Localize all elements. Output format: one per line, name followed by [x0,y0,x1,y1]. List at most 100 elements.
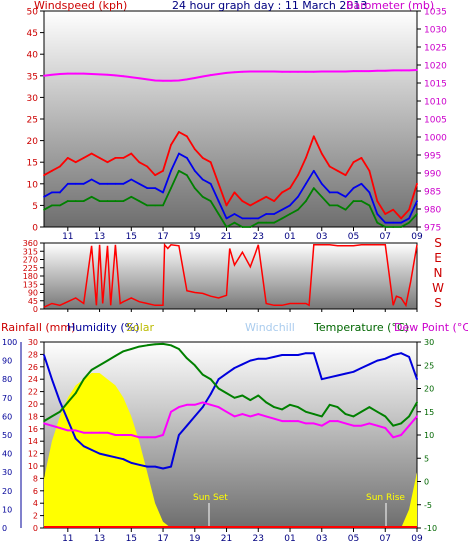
temp-point-temperature [66,401,69,404]
temp-x-tick-label: 05 [348,534,359,544]
wind-point-lull [320,195,323,198]
wind-point-gust [408,208,410,211]
rainfall-axis-title: Rainfall (mm) [1,321,75,334]
wind-point-average [82,182,85,185]
wind-point-gust [312,135,315,138]
temp-point-temperature [209,378,212,381]
temp-point-temperature [360,410,363,413]
temp-point-temperature [170,344,172,347]
wind-x-tick-label: 11 [62,232,73,242]
wind-point-gust [154,174,157,177]
wind-point-lull [170,187,172,190]
wind-point-lull [376,221,379,224]
temp-point-dewpoint [400,434,403,436]
humidity-tick-label: 30 [2,468,12,477]
temp-point-dewpoint [193,403,196,406]
wind-point-pressure [376,69,379,72]
temp-point-dewpoint [162,434,164,436]
wind-point-lull [106,200,109,202]
humidity-tick-label: 100 [2,338,17,347]
wind-left-tick-label: 15 [27,159,38,169]
baro-right-tick-label: 1020 [424,62,447,72]
temp-point-humidity [265,357,268,360]
wind-x-tick-label: 23 [253,232,264,242]
temp-point-temperature [162,342,164,345]
wind-x-tick-label: 15 [126,232,137,242]
temp-point-dewpoint [209,403,212,406]
temp-point-temperature [193,364,196,367]
wind-x-tick-label: 13 [94,232,105,242]
wind-point-lull [225,226,228,228]
wind-point-gust [376,200,379,202]
wind-point-gust [328,165,331,168]
humidity-tick-label: 80 [2,375,12,384]
temp-point-temperature [304,410,307,413]
wind-point-pressure [352,70,355,73]
wind-point-average [281,208,283,211]
rain-tick-label: 30 [28,338,38,347]
wind-point-gust [304,156,307,159]
rain-tick-label: 2 [33,512,38,521]
wind-point-gust [400,217,403,220]
wind-left-tick-label: 0 [32,224,38,234]
wind-point-average [289,204,291,207]
wind-point-average [58,191,61,194]
temp-point-temperature [51,415,53,418]
wind-point-average [408,217,410,220]
wind-left-tick-label: 30 [27,94,39,104]
temp-point-humidity [408,355,410,358]
wind-point-lull [265,221,268,224]
temp-x-tick-label: 11 [62,534,73,544]
temp-point-dewpoint [368,422,371,425]
wind-point-gust [146,165,149,168]
wind-point-lull [66,200,69,202]
wind-point-gust [360,156,363,159]
wind-point-average [336,191,339,194]
humidity-axis-title: Humidity (%) [67,321,139,334]
temp-point-temperature [408,415,410,418]
temp-point-dewpoint [281,420,283,422]
wind-point-gust [178,131,180,133]
humidity-tick-label: 20 [2,487,12,496]
temp-point-humidity [225,372,228,375]
wind-point-pressure [51,73,53,76]
temp-point-humidity [66,419,69,422]
temp-point-humidity [376,359,379,362]
temp-point-dewpoint [273,417,276,420]
wind-point-average [154,187,157,190]
windchill-legend: Windchill [245,321,295,334]
baro-right-tick-label: 1030 [424,26,447,36]
wind-point-average [66,182,69,185]
temp-point-humidity [416,378,418,381]
wind-point-gust [130,152,133,155]
wind-point-gust [193,148,196,151]
wind-point-average [352,187,355,190]
wind-point-gust [58,165,61,168]
wind-point-gust [344,174,347,177]
temp-point-temperature [344,413,347,415]
wind-point-pressure [400,69,403,72]
wind-x-tick-label: 01 [284,232,295,242]
rain-tick-label: 26 [28,363,38,372]
rain-tick-label: 16 [28,425,38,434]
rain-tick-label: 10 [28,462,38,471]
wind-point-gust [368,169,371,172]
dir-right-letter: W [432,281,444,295]
wind-point-lull [193,187,196,190]
wind-point-pressure [416,69,418,71]
temp-series-humidity [43,352,418,470]
wind-left-tick-label: 5 [32,202,38,212]
wind-point-lull [122,200,125,202]
wind-point-lull [408,221,410,224]
temp-point-humidity [98,452,101,455]
temp-point-temperature [297,406,299,408]
wind-left-tick-label: 45 [27,29,38,39]
temp-point-humidity [273,355,276,358]
wind-point-pressure [122,75,125,78]
wind-point-lull [154,204,157,207]
wind-point-lull [336,204,339,207]
wind-point-lull [178,169,180,172]
temp-point-dewpoint [90,431,93,434]
solar-legend: Solar [126,321,155,334]
wind-left-tick-label: 50 [27,8,39,18]
